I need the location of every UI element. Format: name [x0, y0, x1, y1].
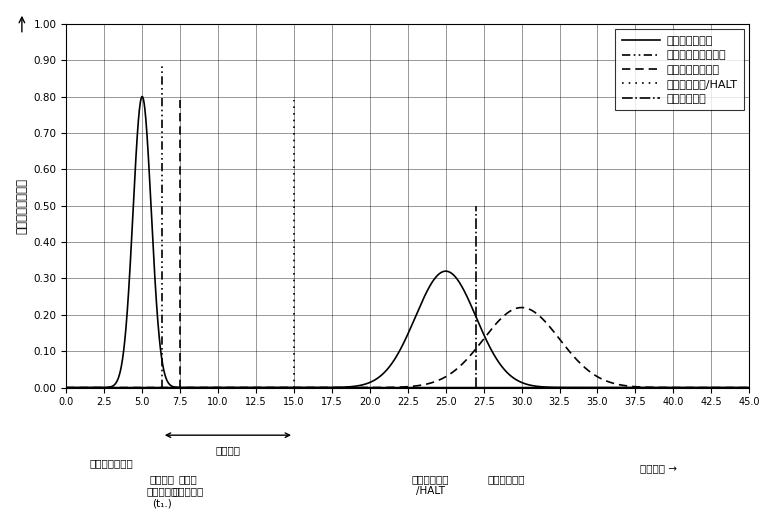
Text: 设计规
范应力水平: 设计规 范应力水平 [172, 474, 203, 496]
Text: 工作应力水平
/HALT: 工作应力水平 /HALT [412, 474, 450, 496]
Y-axis label: 应力概率密度函数: 应力概率密度函数 [15, 178, 28, 234]
Text: 要求的应力水平: 要求的应力水平 [89, 458, 133, 468]
Text: 破坏应力水平: 破坏应力水平 [487, 474, 525, 484]
Text: 应力水平 →: 应力水平 → [639, 464, 677, 473]
Text: 可靠性试
验应力水平
(t₁.): 可靠性试 验应力水平 (t₁.) [146, 474, 177, 509]
Text: 累积损伤: 累积损伤 [215, 445, 240, 455]
Legend: 要求的应力水平, 可靠性试验应力水平, 设计规范应力水平, 工作应力水平/HALT, 破坏应力水平: 要求的应力水平, 可靠性试验应力水平, 设计规范应力水平, 工作应力水平/HAL… [615, 29, 744, 110]
